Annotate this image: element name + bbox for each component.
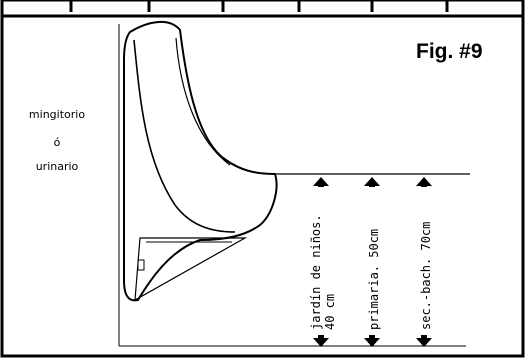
urinal-inner-rim	[175, 37, 231, 166]
height-label-kinder-line2: 40 cm	[323, 294, 337, 330]
side-label-line-2: ó	[53, 136, 61, 149]
top-ruler-ticks	[69, 0, 449, 12]
up-arrows	[313, 177, 432, 187]
height-label-secondary: sec.-bach. 70cm	[419, 222, 433, 330]
outer-frame	[0, 14, 525, 358]
height-labels: jardín de niños. 40 cm primaria. 50cm se…	[309, 214, 433, 330]
arrow-down-icon	[313, 338, 329, 347]
urinal-body	[123, 21, 278, 302]
urinal-base	[134, 237, 248, 302]
figure-title: Fig. #9	[416, 40, 483, 63]
top-ruler-strip	[0, 0, 525, 18]
down-arrows	[313, 335, 432, 347]
arrow-up-icon	[313, 177, 329, 186]
side-label-line-1: mingitorio	[28, 108, 86, 121]
urinal-bowl-curve	[133, 39, 236, 233]
arrow-up-icon	[364, 177, 380, 186]
arrow-up-icon	[416, 177, 432, 186]
side-label-line-3: urinario	[35, 160, 79, 173]
height-label-primary: primaria. 50cm	[367, 229, 381, 330]
urinal-drain-icon	[137, 259, 145, 271]
height-label-kinder-line1: jardín de niños.	[309, 214, 323, 330]
arrow-down-icon	[416, 338, 432, 347]
arrow-down-icon	[364, 338, 380, 347]
